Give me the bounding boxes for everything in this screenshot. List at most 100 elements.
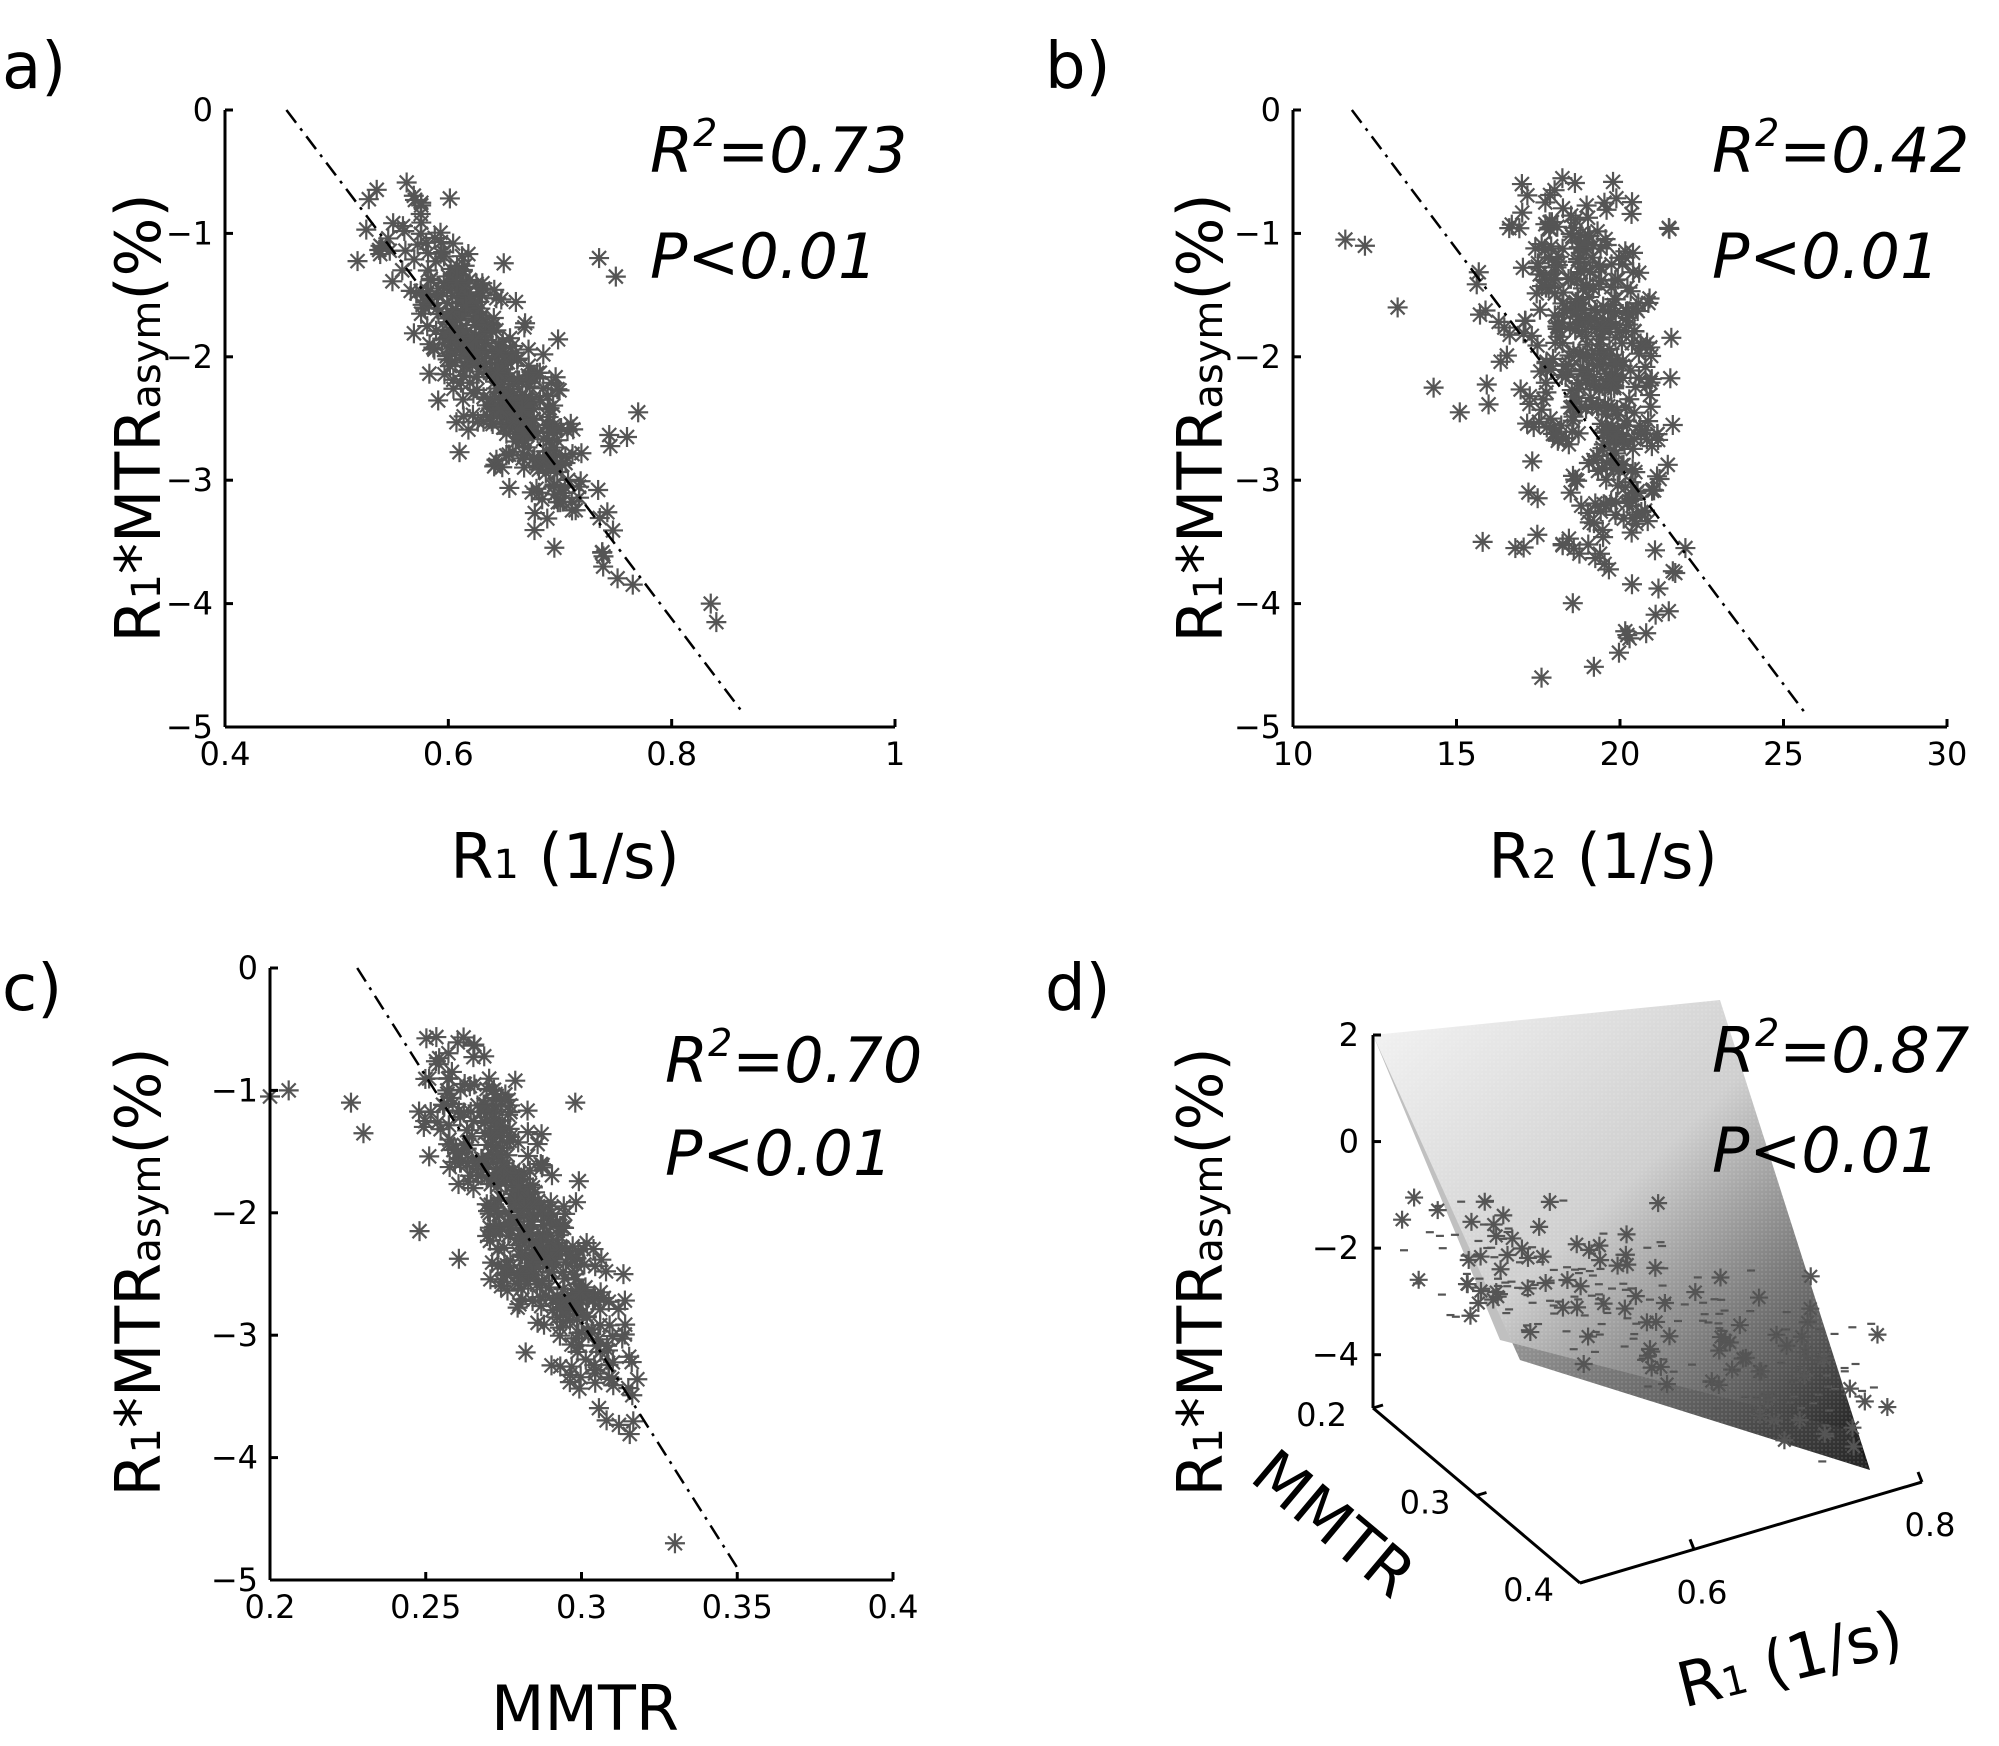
data-point (565, 500, 586, 521)
data-point (1635, 420, 1656, 441)
ticks: 10 15 20 25 30 0 −1 −2 −3 −4 −5 (1234, 91, 1968, 773)
data-point (1636, 375, 1657, 396)
y-tick-label: −1 (166, 214, 213, 252)
data-point (517, 372, 538, 393)
data-point (1484, 1290, 1503, 1309)
data-point (1487, 1226, 1506, 1245)
data-point (1775, 1431, 1794, 1450)
data-point (1622, 438, 1643, 459)
data-point (449, 310, 470, 331)
data-point (1488, 311, 1509, 332)
data-point (366, 179, 387, 200)
data-point (416, 1028, 437, 1049)
data-point (1640, 1340, 1659, 1359)
data-point (1574, 1355, 1593, 1374)
data-point (499, 1202, 520, 1223)
data-point (515, 1342, 536, 1363)
data-point (430, 243, 451, 264)
data-point (531, 1235, 552, 1256)
r-squared-annotation: R2=0.87 (1712, 1011, 1969, 1087)
data-point (1583, 367, 1604, 388)
data-point (409, 1221, 430, 1242)
data-point (1503, 1229, 1522, 1248)
data-point (598, 1291, 619, 1312)
data-point (664, 1533, 685, 1554)
data-point (493, 253, 514, 274)
data-point (459, 372, 480, 393)
data-point (1498, 1245, 1517, 1264)
data-point (1686, 1283, 1705, 1302)
data-point (1648, 578, 1669, 599)
data-point (505, 291, 526, 312)
data-point (1558, 434, 1579, 455)
data-point (1491, 1260, 1510, 1279)
data-point (541, 1355, 562, 1376)
x-tick-label: 0.25 (390, 1588, 461, 1626)
data-point (1568, 237, 1589, 258)
y-axis-label: R1*MTRasym(%) (102, 193, 175, 642)
data-point (1577, 503, 1598, 524)
data-point (1749, 1288, 1768, 1307)
data-point (622, 574, 643, 595)
y-tick-label: 2 (1339, 1016, 1359, 1054)
p-value-annotation: P<0.01 (665, 1117, 892, 1190)
scatter-points (1393, 1188, 1897, 1463)
z-tick (1476, 1491, 1487, 1497)
data-point (1449, 402, 1470, 423)
data-point (1580, 309, 1601, 330)
fit-line (356, 967, 739, 1569)
data-point (1558, 269, 1579, 290)
data-point (608, 1414, 629, 1435)
data-point (439, 319, 460, 340)
data-point (1710, 1341, 1729, 1360)
data-point (1461, 1306, 1480, 1325)
data-point (1536, 382, 1557, 403)
data-point (424, 227, 445, 248)
ticks: 0.4 0.6 0.8 1 0 −1 −2 −3 −4 −5 (166, 91, 905, 773)
data-point (382, 271, 403, 292)
data-point (505, 1070, 526, 1091)
data-point (500, 384, 521, 405)
data-point (483, 1136, 504, 1157)
data-point (600, 436, 621, 457)
data-point (608, 1298, 629, 1319)
data-point (517, 1100, 538, 1121)
data-point (1512, 202, 1533, 223)
panel-d: d) 2 0 −2 −4 0.2 0.3 0.4 0.6 0.8 R1 (1/s) MMTR R… (1045, 952, 1969, 1722)
scatter-points (1335, 168, 1696, 688)
data-point (1758, 1390, 1777, 1409)
data-point (1675, 538, 1696, 559)
data-point (1658, 217, 1679, 238)
data-point (555, 1203, 576, 1224)
data-point (533, 344, 554, 365)
data-point (1409, 1270, 1428, 1289)
data-point (1636, 623, 1657, 644)
panel-label: a) (2, 30, 66, 104)
data-point (507, 1297, 528, 1318)
data-point (1607, 475, 1628, 496)
data-point (1623, 262, 1644, 283)
data-point (1468, 262, 1489, 283)
data-point (1608, 642, 1629, 663)
data-point (479, 1217, 500, 1238)
data-point (453, 1027, 474, 1048)
y-tick-label: −4 (211, 1439, 258, 1477)
scatter-points (347, 172, 727, 633)
data-point (1606, 491, 1627, 512)
x-tick-label: 1 (885, 735, 905, 773)
data-point (1615, 397, 1636, 418)
data-point (1591, 1251, 1610, 1270)
data-point (470, 298, 491, 319)
data-point (1844, 1437, 1863, 1456)
data-point (1621, 574, 1642, 595)
data-point (1470, 304, 1491, 325)
panel-b: b) 10 15 20 25 30 0 −1 −2 −3 −4 −5 R2 (1/s) R1*MTR… (1045, 30, 1969, 893)
data-point (476, 395, 497, 416)
y-axis-label: R1*MTRasym(%) (1164, 1047, 1237, 1496)
z-axis-label: MMTR (1238, 1435, 1429, 1612)
data-point (1578, 207, 1599, 228)
y-tick-label: 0 (193, 91, 213, 129)
data-point (1515, 310, 1536, 331)
data-point (426, 1027, 447, 1048)
